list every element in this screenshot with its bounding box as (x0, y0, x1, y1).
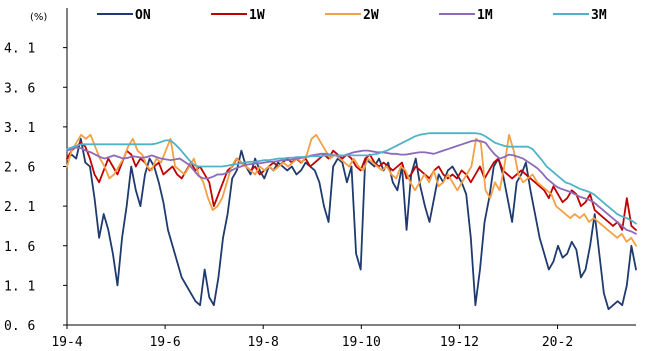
series-line-1m (66, 139, 637, 235)
legend-label-on: ON (135, 8, 151, 23)
y-tick-label: 2. 1 (4, 200, 35, 215)
x-tick-label: 19-10 (342, 335, 381, 350)
x-tick-label: 19-12 (440, 335, 479, 350)
series-line-1w (66, 141, 637, 231)
x-tick-label: 19-8 (248, 335, 279, 350)
y-tick-label: 3. 1 (4, 121, 35, 136)
x-tick-label: 19-6 (149, 335, 180, 350)
y-tick-label: 4. 1 (4, 42, 35, 57)
series-line-on (66, 137, 637, 311)
legend-label-1m: 1M (477, 8, 493, 23)
y-tick-label: 2. 6 (4, 161, 35, 176)
x-tick-label: 20-2 (542, 335, 573, 350)
series-line-3m (66, 132, 637, 225)
axes: (%) 0. 6 1. 1 1. 6 2. 1 2. 6 3. 1 3. 6 4. 1 19-4 1… (4, 8, 636, 350)
legend-label-1w: 1W (249, 8, 265, 23)
x-tick-label: 19-4 (51, 335, 82, 350)
legend-label-3m: 3M (591, 8, 607, 23)
y-tick-label: 0. 6 (4, 319, 35, 334)
legend-label-2w: 2W (363, 8, 379, 23)
y-tick-label: 1. 6 (4, 240, 35, 255)
y-tick-label: 3. 6 (4, 81, 35, 96)
y-unit-label: (%) (30, 12, 47, 23)
y-tick-label: 1. 1 (4, 279, 35, 294)
series-line-2w (66, 133, 637, 247)
legend: ON 1W 2W 1M 3M (97, 8, 607, 23)
plot-lines (66, 132, 637, 311)
